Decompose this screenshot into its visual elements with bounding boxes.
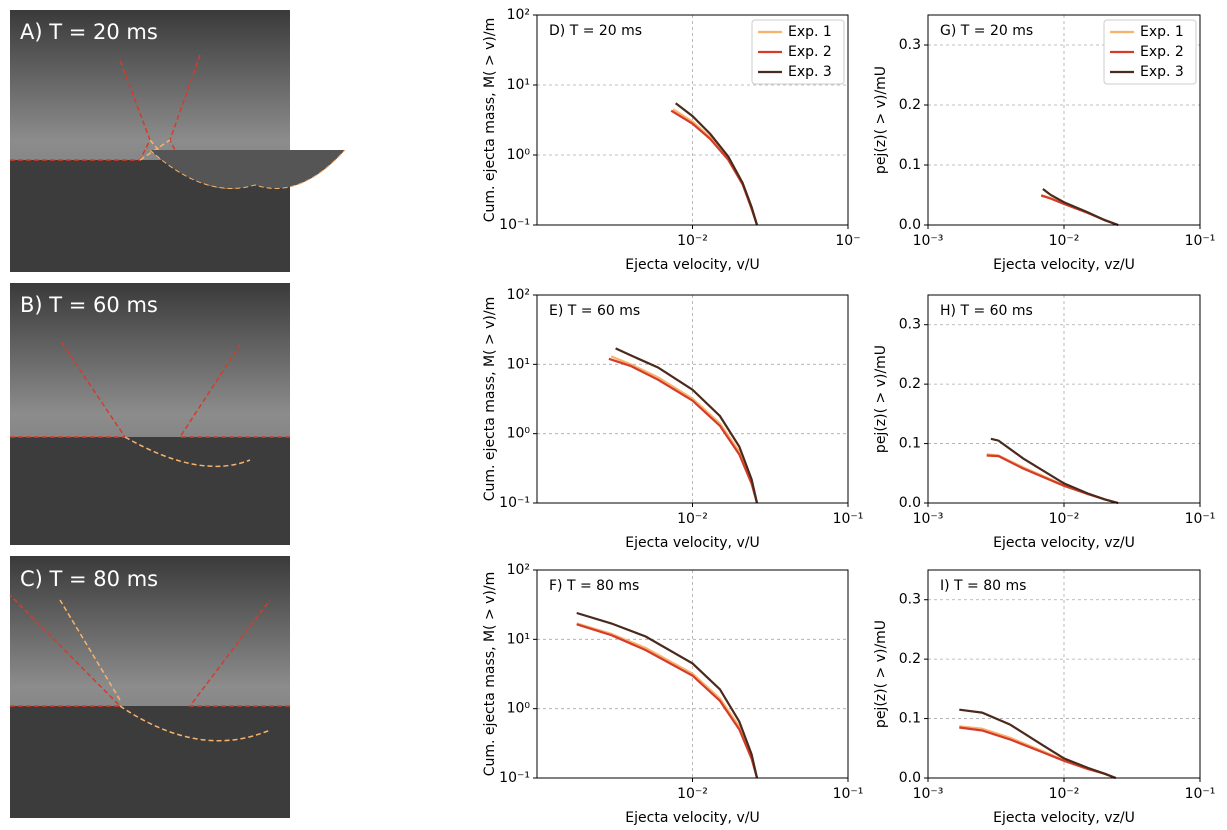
y-tick-label: 0.3 xyxy=(899,37,921,53)
y-axis-label: pej(z)( > v)/mU xyxy=(873,66,889,174)
y-tick-label: 10⁰ xyxy=(507,701,531,717)
y-tick-label: 0.3 xyxy=(899,317,921,333)
x-tick-label: 10⁻² xyxy=(677,511,708,527)
y-tick-label: 10¹ xyxy=(507,631,530,647)
legend-box xyxy=(1103,19,1197,85)
series-line xyxy=(576,611,759,779)
y-tick-label: 10⁰ xyxy=(507,426,531,442)
legend-label: Exp. 1 xyxy=(1140,24,1184,40)
legend-box xyxy=(751,19,845,85)
x-tick-label: 10⁻² xyxy=(1049,511,1080,527)
annotation: I) T = 80 ms xyxy=(940,578,1026,594)
chart: 0.0 0.1 0.2 0.3 10⁻³ 10⁻² 10⁻¹ G) T = 20 ms Ejec… xyxy=(873,14,1216,273)
chart: 10⁻¹ 10⁰ 10¹ 10² 10⁻² 10⁻¹ F) T = 80 ms Ejecta … xyxy=(482,562,863,826)
y-tick-label: 0.1 xyxy=(899,711,921,727)
annotation: F) T = 80 ms xyxy=(549,578,639,594)
series-line xyxy=(675,102,759,226)
plot-frame xyxy=(927,294,1201,504)
series-line xyxy=(608,357,759,504)
panel-label: C) T = 80 ms xyxy=(20,567,158,591)
image-panel-b: B) T = 60 ms xyxy=(10,283,290,545)
annotation: G) T = 20 ms xyxy=(940,23,1033,39)
x-tick-label: 10⁻ xyxy=(835,233,860,249)
y-tick-label: 0.2 xyxy=(899,97,921,113)
y-tick-label: 0.0 xyxy=(899,770,921,786)
x-tick-label: 10⁻² xyxy=(1049,233,1080,249)
x-tick-label: 10⁻² xyxy=(677,233,708,249)
annotation: E) T = 60 ms xyxy=(549,303,640,319)
legend-label: Exp. 1 xyxy=(788,24,832,40)
x-tick-label: 10⁻² xyxy=(677,786,708,802)
plot-frame xyxy=(536,14,849,226)
series-line xyxy=(615,347,759,504)
x-tick-label: 10⁻¹ xyxy=(1185,786,1216,802)
y-tick-label: 0.0 xyxy=(899,217,921,233)
y-axis-label: pej(z)( > v)/mU xyxy=(873,345,889,453)
y-tick-label: 10¹ xyxy=(507,77,530,93)
x-tick-label: 10⁻³ xyxy=(913,786,944,802)
y-tick-label: 0.3 xyxy=(899,592,921,608)
y-tick-label: 10¹ xyxy=(507,356,530,372)
y-tick-label: 10⁻¹ xyxy=(499,495,530,511)
plot-frame xyxy=(927,14,1201,226)
panel-label: B) T = 60 ms xyxy=(20,293,158,317)
series-line xyxy=(990,437,1119,505)
series-line xyxy=(959,708,1117,780)
legend-label: Exp. 2 xyxy=(788,44,832,60)
legend-label: Exp. 3 xyxy=(1140,64,1184,80)
y-tick-label: 0.1 xyxy=(899,436,921,452)
x-tick-label: 10⁻¹ xyxy=(1185,511,1216,527)
y-tick-label: 10⁰ xyxy=(507,147,531,163)
y-tick-label: 0.2 xyxy=(899,651,921,667)
panel-label: A) T = 20 ms xyxy=(20,20,158,44)
y-tick-label: 10⁻¹ xyxy=(499,217,530,233)
x-tick-label: 10⁻² xyxy=(1049,786,1080,802)
y-tick-label: 0.1 xyxy=(899,157,921,173)
x-tick-label: 10⁻³ xyxy=(913,511,944,527)
legend-label: Exp. 2 xyxy=(1140,44,1184,60)
x-axis-label: Ejecta velocity, v/U xyxy=(625,257,759,273)
x-tick-label: 10⁻¹ xyxy=(1185,233,1216,249)
x-axis-label: Ejecta velocity, vz/U xyxy=(993,810,1135,826)
y-tick-label: 0.2 xyxy=(899,376,921,392)
chart: 10⁻¹ 10⁰ 10¹ 10² 10⁻² 10⁻ D) T = 20 ms Ejecta v… xyxy=(482,7,861,273)
y-tick-label: 10⁻¹ xyxy=(499,770,530,786)
x-tick-label: 10⁻¹ xyxy=(833,511,864,527)
x-axis-label: Ejecta velocity, v/U xyxy=(625,810,759,826)
series-line xyxy=(1042,188,1119,227)
chart: 0.0 0.1 0.2 0.3 10⁻³ 10⁻² 10⁻¹ I) T = 80 ms Ejec… xyxy=(873,569,1216,826)
series-line xyxy=(576,623,759,779)
annotation: D) T = 20 ms xyxy=(549,23,642,39)
x-axis-label: Ejecta velocity, v/U xyxy=(625,535,759,551)
y-tick-label: 10² xyxy=(507,562,530,578)
chart: 0.0 0.1 0.2 0.3 10⁻³ 10⁻² 10⁻¹ H) T = 60 ms Ejec… xyxy=(873,294,1216,551)
x-tick-label: 10⁻¹ xyxy=(833,786,864,802)
y-tick-label: 10² xyxy=(507,287,530,303)
y-axis-label: Cum. ejecta mass, M( > v)/m xyxy=(482,572,498,777)
image-panel-a: A) T = 20 ms xyxy=(10,10,346,272)
image-panel-c: C) T = 80 ms xyxy=(9,556,290,818)
plot-frame xyxy=(536,294,849,504)
plot-frame xyxy=(536,569,849,779)
x-axis-label: Ejecta velocity, vz/U xyxy=(993,257,1135,273)
y-axis-label: Cum. ejecta mass, M( > v)/m xyxy=(482,18,498,223)
y-axis-label: pej(z)( > v)/mU xyxy=(873,620,889,728)
chart: 10⁻¹ 10⁰ 10¹ 10² 10⁻² 10⁻¹ E) T = 60 ms Ejecta … xyxy=(482,287,863,551)
annotation: H) T = 60 ms xyxy=(940,303,1033,319)
plot-frame xyxy=(927,569,1201,779)
y-axis-label: Cum. ejecta mass, M( > v)/m xyxy=(482,297,498,502)
y-tick-label: 0.0 xyxy=(899,495,921,511)
x-tick-label: 10⁻³ xyxy=(913,233,944,249)
x-axis-label: Ejecta velocity, vz/U xyxy=(993,535,1135,551)
y-tick-label: 10² xyxy=(507,7,530,23)
legend-label: Exp. 3 xyxy=(788,64,832,80)
